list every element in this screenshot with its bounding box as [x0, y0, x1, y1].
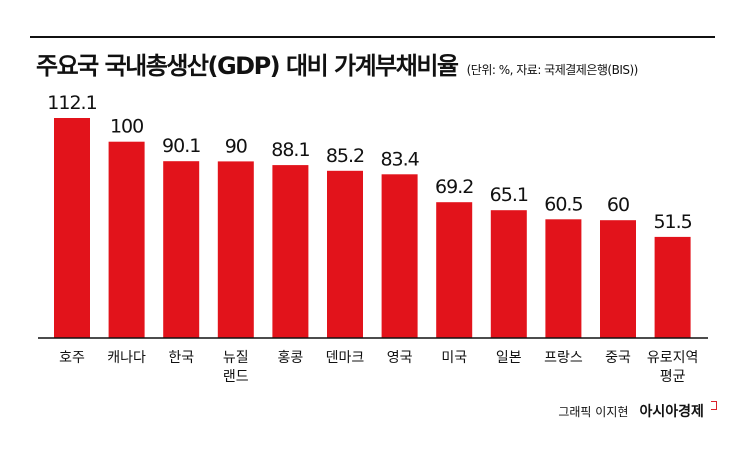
bar — [272, 165, 309, 338]
category-label-line: 유로지역 — [647, 350, 699, 366]
value-label: 65.1 — [490, 184, 528, 206]
bar — [327, 170, 363, 338]
value-label: 83.4 — [380, 148, 419, 170]
value-label: 90 — [225, 135, 247, 157]
bar — [600, 220, 636, 338]
value-label: 100 — [110, 116, 143, 138]
bar — [490, 210, 527, 338]
category-label-line: 랜드 — [223, 369, 249, 385]
category-label-line: 프랑스 — [544, 350, 583, 366]
category-label: 한국 — [168, 350, 194, 366]
category-label-line: 중국 — [605, 350, 631, 366]
category-label-line: 일본 — [496, 350, 522, 366]
category-label: 프랑스 — [544, 350, 583, 366]
bar — [217, 161, 254, 338]
top-rule — [30, 36, 715, 38]
bar — [108, 141, 145, 338]
category-label-line: 홍콩 — [278, 350, 304, 366]
category-label: 영국 — [387, 350, 413, 366]
value-label: 60 — [607, 194, 629, 216]
category-label: 덴마크 — [326, 350, 365, 366]
category-label: 캐나다 — [107, 350, 146, 366]
value-label: 69.2 — [435, 176, 473, 198]
value-label: 60.5 — [544, 193, 582, 215]
category-label-line: 캐나다 — [107, 350, 146, 366]
credit: 그래픽 이지현 아시아경제 — [558, 401, 717, 421]
value-label: 90.1 — [162, 135, 200, 157]
category-label-line: 호주 — [59, 350, 85, 366]
category-label-line: 뉴질 — [223, 350, 249, 366]
category-label-line: 덴마크 — [326, 350, 365, 366]
category-label-line: 한국 — [168, 350, 194, 366]
value-label: 88.1 — [271, 139, 309, 161]
title-row: 주요국 국내총생산(GDP) 대비 가계부채비율 (단위: %, 자료: 국제결… — [36, 46, 638, 81]
value-labels-layer: 112.1 100 90.1 90 88.1 85.2 83.4 69.2 65.1 60.5 60… — [47, 92, 692, 233]
category-label-line: 평균 — [660, 369, 686, 385]
category-label: 미국 — [441, 350, 467, 366]
chart-title: 주요국 국내총생산(GDP) 대비 가계부채비율 — [36, 52, 459, 80]
category-label: 일본 — [496, 350, 522, 366]
bar — [163, 161, 200, 338]
bar — [654, 236, 691, 338]
credit-text: 그래픽 이지현 — [558, 405, 629, 419]
bar — [381, 174, 418, 338]
value-label: 112.1 — [47, 92, 96, 114]
bar — [545, 219, 582, 338]
value-label: 51.5 — [653, 211, 691, 233]
brand-logo-text: 아시아경제 — [639, 404, 704, 420]
category-label: 중국 — [605, 350, 631, 366]
category-label-line: 미국 — [441, 350, 467, 366]
bars-layer — [54, 118, 691, 338]
category-label-line: 영국 — [387, 350, 413, 366]
category-label: 호주 — [59, 350, 85, 366]
chart-subtitle: (단위: %, 자료: 국제결제은행(BIS)) — [466, 63, 639, 77]
brand-mark-icon — [711, 401, 717, 410]
value-label: 85.2 — [326, 145, 364, 167]
bar — [436, 202, 473, 338]
category-label: 홍콩 — [278, 350, 304, 366]
bar — [54, 118, 90, 338]
